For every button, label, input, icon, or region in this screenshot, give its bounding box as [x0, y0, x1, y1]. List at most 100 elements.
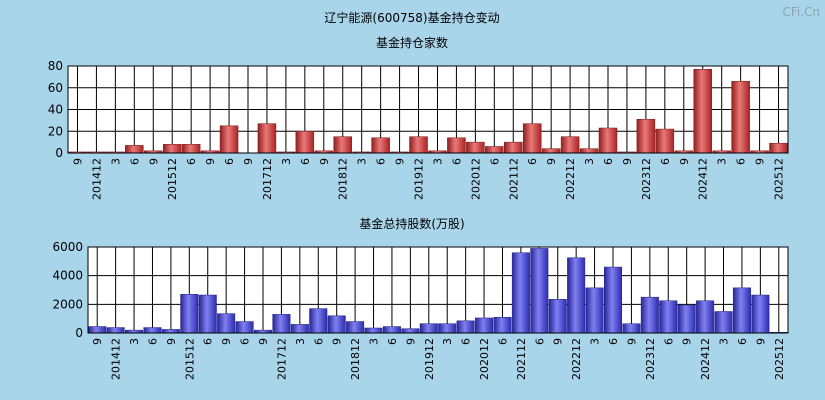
x-tick-label: 9 [318, 158, 331, 165]
bar [161, 329, 180, 334]
x-tick-label: 6 [375, 158, 388, 165]
bar [401, 328, 420, 334]
x-tick-label: 9 [621, 158, 634, 165]
x-tick-label: 3 [368, 338, 381, 345]
bar [567, 257, 586, 334]
x-tick-label: 6 [185, 158, 198, 165]
bar [346, 321, 365, 334]
bar [579, 148, 599, 154]
bar [143, 327, 162, 334]
bar [382, 326, 401, 334]
x-tick-label: 3 [280, 158, 293, 165]
bar [622, 323, 641, 334]
x-tick-label: 202512 [773, 338, 786, 380]
x-tick-label: 6 [450, 158, 463, 165]
x-tick-label: 3 [356, 158, 369, 165]
x-tick-label: 201412 [90, 158, 103, 200]
x-tick-label: 6 [128, 158, 141, 165]
x-tick-label: 9 [681, 338, 694, 345]
bar [198, 294, 217, 334]
y-tick-label: 40 [48, 103, 63, 117]
bar [295, 131, 315, 154]
x-tick-label: 6 [488, 158, 501, 165]
bar [522, 123, 542, 154]
bar [364, 327, 383, 334]
page-title: 辽宁能源(600758)基金持仓变动 [324, 10, 499, 25]
x-tick-label: 202012 [478, 338, 491, 380]
x-tick-label: 3 [128, 338, 141, 345]
x-tick-label: 6 [496, 338, 509, 345]
bar [235, 321, 254, 334]
bar [585, 287, 604, 334]
bar [693, 69, 712, 154]
x-tick-label: 201812 [337, 158, 350, 200]
x-tick-label: 202512 [773, 158, 786, 200]
x-tick-label: 9 [552, 338, 565, 345]
x-tick-label: 9 [204, 158, 217, 165]
x-tick-label: 201512 [166, 158, 179, 200]
bar [751, 294, 770, 334]
bar [731, 80, 750, 154]
x-tick-label: 3 [441, 338, 454, 345]
x-tick-label: 202112 [515, 338, 528, 380]
x-tick-label: 201912 [413, 158, 426, 200]
x-tick-label: 202312 [644, 338, 657, 380]
x-tick-label: 6 [146, 338, 159, 345]
x-tick-label: 9 [220, 338, 233, 345]
bar [598, 127, 618, 154]
x-tick-label: 3 [294, 338, 307, 345]
x-tick-label: 6 [735, 158, 748, 165]
bar [696, 300, 715, 334]
bar [560, 136, 580, 154]
watermark: CFi.Cn [782, 5, 820, 19]
bar [333, 136, 352, 154]
x-tick-label: 3 [109, 158, 122, 165]
y-tick-label: 80 [48, 59, 63, 73]
x-tick-label: 201912 [423, 338, 436, 380]
x-tick-label: 6 [386, 338, 399, 345]
bar [677, 304, 696, 334]
y-tick-label: 0 [75, 326, 83, 340]
x-tick-label: 6 [533, 338, 546, 345]
bar [447, 137, 466, 154]
x-tick-label: 9 [257, 338, 270, 345]
y-tick-label: 60 [48, 81, 63, 95]
bar [511, 252, 530, 334]
bar [504, 141, 523, 154]
bar [371, 137, 390, 154]
x-tick-label: 6 [602, 158, 615, 165]
y-tick-label: 0 [55, 146, 63, 160]
x-tick-label: 202212 [564, 158, 577, 200]
plot-frame [87, 246, 789, 334]
x-tick-label: 201412 [110, 338, 123, 380]
x-tick-label: 9 [91, 338, 104, 345]
x-tick-label: 9 [147, 158, 160, 165]
x-tick-label: 6 [239, 338, 252, 345]
bar [219, 125, 239, 154]
x-tick-label: 6 [312, 338, 325, 345]
bar [217, 313, 236, 334]
bar [409, 136, 428, 154]
x-tick-label: 6 [526, 158, 539, 165]
chart-2-title: 基金总持股数(万股) [359, 216, 464, 231]
x-tick-label: 9 [754, 158, 767, 165]
bar [530, 248, 549, 334]
bar [659, 300, 678, 334]
bar [636, 119, 656, 154]
x-tick-label: 9 [754, 338, 767, 345]
bar [327, 315, 346, 334]
x-tick-label: 9 [165, 338, 178, 345]
bar [125, 145, 144, 154]
bar [769, 142, 788, 154]
x-tick-label: 202412 [697, 158, 710, 200]
x-tick-label: 6 [607, 338, 620, 345]
bar [714, 311, 733, 334]
bar [106, 327, 125, 334]
x-tick-label: 6 [659, 158, 672, 165]
x-tick-label: 201512 [183, 338, 196, 380]
bar [493, 316, 512, 334]
x-tick-label: 9 [331, 338, 344, 345]
